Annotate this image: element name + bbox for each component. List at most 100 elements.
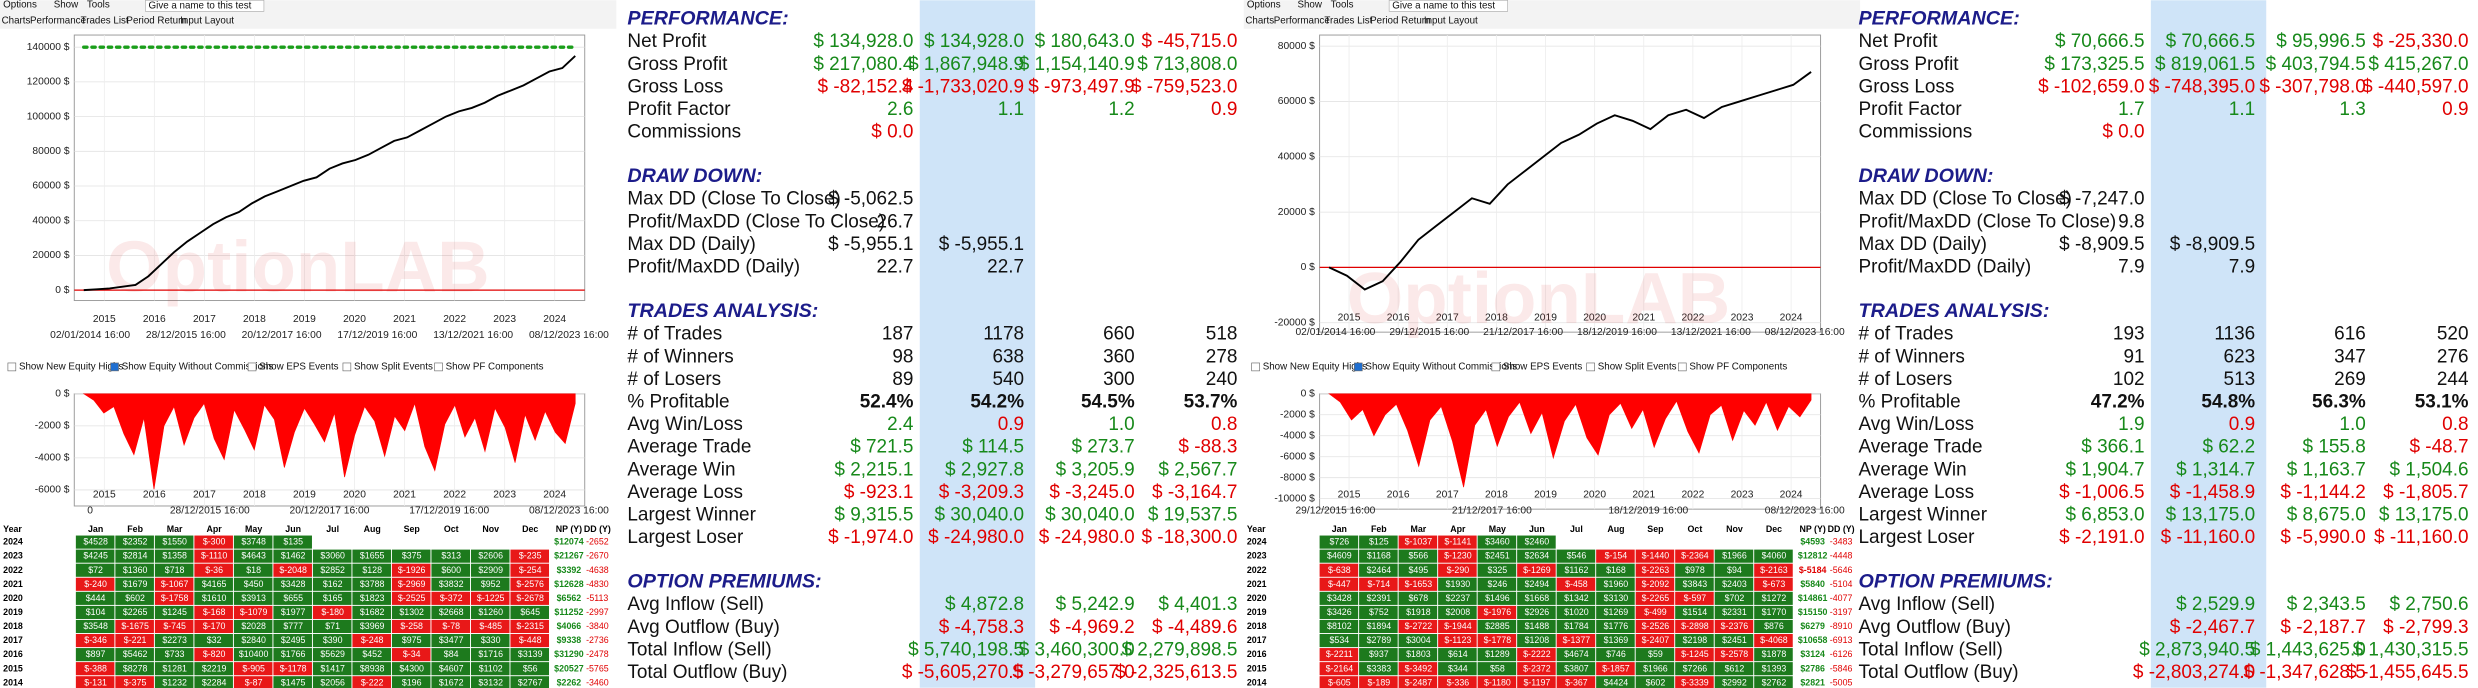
- month-cell: [1754, 577, 1793, 591]
- month-cell: [1398, 619, 1438, 634]
- name-box-text[interactable]: Give a name to this test: [149, 1, 252, 12]
- month-cell: [431, 648, 470, 662]
- month-value: $1977: [281, 607, 306, 617]
- month-cell: [1517, 591, 1556, 605]
- month-value: $4607: [439, 663, 464, 673]
- month-cell: [1517, 605, 1556, 619]
- checkbox-label[interactable]: Show Equity Without Commissions: [122, 362, 274, 373]
- stat-value: $ 2,750.6: [2389, 594, 2468, 615]
- year-label: 2022: [1247, 565, 1267, 575]
- month-cell: [1517, 633, 1556, 648]
- checkbox[interactable]: [434, 362, 443, 372]
- checkbox[interactable]: [7, 362, 17, 372]
- name-box: [145, 0, 265, 12]
- month-value: $3132: [478, 677, 503, 687]
- tab[interactable]: Charts: [2, 15, 31, 26]
- tab[interactable]: Performance: [1274, 15, 1330, 26]
- tab[interactable]: Trades List: [1324, 15, 1372, 26]
- month-cell: [233, 591, 273, 605]
- tab[interactable]: Input Layout: [1424, 15, 1478, 26]
- stat-value: $ 4,401.3: [1158, 594, 1237, 615]
- highlight-column: [2150, 0, 2267, 688]
- month-value: $-1067: [161, 579, 189, 589]
- month-value: $612: [1725, 663, 1745, 673]
- stat-label: Net Profit: [627, 31, 707, 52]
- tab[interactable]: Charts: [1245, 15, 1274, 26]
- checkbox-label[interactable]: Show Split Events: [354, 362, 433, 373]
- tab[interactable]: Period Return: [126, 15, 186, 26]
- checkbox[interactable]: [1251, 362, 1260, 372]
- stat-value: $ -2,799.3: [2383, 617, 2468, 638]
- month-cell: [510, 633, 550, 648]
- menu-item[interactable]: Tools: [1331, 0, 1354, 11]
- month-value: $2634: [1525, 551, 1550, 561]
- month-cell: [1596, 605, 1635, 619]
- stat-value: $ 173,325.5: [2044, 54, 2144, 75]
- month-cell: [352, 648, 391, 662]
- menu-item[interactable]: Options: [3, 0, 37, 11]
- checkbox-label[interactable]: Show PF Components: [446, 362, 544, 373]
- menu-item[interactable]: Options: [1247, 0, 1281, 11]
- month-value: $-372: [440, 593, 463, 603]
- date-label: 02/01/2014 16:00: [1295, 327, 1375, 338]
- month-cell: [1635, 577, 1675, 591]
- stat-value: 102: [2113, 369, 2145, 390]
- month-cell: [194, 591, 233, 605]
- name-box-text[interactable]: Give a name to this test: [1392, 1, 1495, 12]
- tab[interactable]: Input Layout: [180, 15, 234, 26]
- checkbox-label[interactable]: Show PF Components: [1689, 362, 1787, 373]
- checkbox[interactable]: [1354, 362, 1363, 372]
- month-cell: [154, 549, 194, 563]
- month-cell: [1398, 605, 1438, 619]
- month-value: $58: [1490, 663, 1505, 673]
- tab[interactable]: Performance: [30, 15, 86, 26]
- checkbox[interactable]: [1491, 362, 1501, 372]
- checkbox-label[interactable]: Show EPS Events: [1503, 362, 1582, 373]
- month-cell: [352, 577, 391, 591]
- checkbox-label[interactable]: Show EPS Events: [259, 362, 338, 373]
- checkbox[interactable]: [110, 362, 119, 372]
- x-tick-label: 2017: [193, 314, 216, 325]
- month-cell: [115, 577, 154, 591]
- stat-label: % Profitable: [1859, 391, 1961, 412]
- checkbox[interactable]: [1586, 362, 1595, 372]
- checkbox-label[interactable]: Show New Equity Highs: [19, 362, 123, 373]
- checkbox-label[interactable]: Show Split Events: [1598, 362, 1677, 373]
- stat-value: $ 1,163.7: [2287, 459, 2366, 480]
- menu-item[interactable]: Tools: [87, 0, 110, 11]
- y-tick-label: 20000 $: [1278, 207, 1315, 218]
- checkbox[interactable]: [342, 362, 352, 372]
- checkbox[interactable]: [1678, 362, 1687, 372]
- menu-item[interactable]: Show: [54, 0, 79, 11]
- month-cell: [1635, 619, 1675, 634]
- month-cell: [431, 662, 470, 676]
- stat-value: $ -2,191.0: [2059, 527, 2144, 548]
- month-value: $4424: [1604, 677, 1629, 687]
- checkbox-label[interactable]: Show Equity Without Commissions: [1365, 362, 1517, 373]
- stat-value: 2.4: [887, 414, 913, 435]
- menu-item[interactable]: Show: [1297, 0, 1322, 11]
- month-cell: [510, 591, 550, 605]
- month-value: $2762: [1762, 677, 1787, 687]
- checkbox-label[interactable]: Show New Equity Highs: [1263, 362, 1367, 373]
- tab[interactable]: Period Return: [1370, 15, 1430, 26]
- month-cell: [1477, 662, 1517, 676]
- month-cell: [470, 676, 510, 688]
- checkbox[interactable]: [247, 362, 257, 372]
- month-header: Feb: [127, 524, 143, 534]
- tab[interactable]: Trades List: [81, 15, 129, 26]
- stat-label: # of Trades: [627, 324, 722, 345]
- month-value: $534: [1330, 635, 1350, 645]
- month-header: Mar: [1411, 524, 1427, 534]
- month-value: $18: [246, 565, 261, 575]
- x-tick-label: 2015: [1338, 313, 1361, 324]
- x-tick-label: 2018: [243, 490, 266, 501]
- month-cell: [1635, 662, 1675, 676]
- month-value: $168: [1606, 565, 1626, 575]
- stat-value: 0.9: [1211, 99, 1237, 120]
- stat-value: 520: [2437, 324, 2469, 345]
- x-tick-label: 2020: [343, 490, 366, 501]
- month-cell: [312, 549, 352, 563]
- year-label: 2022: [3, 565, 23, 575]
- month-value: $32: [207, 635, 222, 645]
